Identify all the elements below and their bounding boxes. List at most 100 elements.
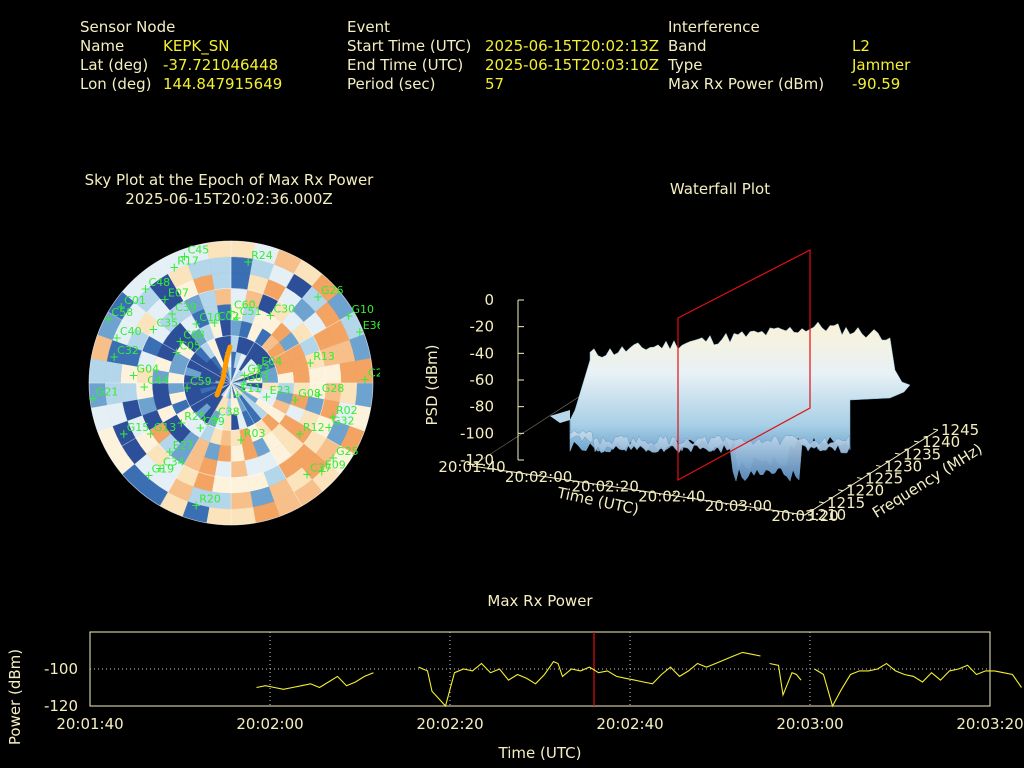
power-y-tick-label: -100 [44,660,78,678]
wf-freq-tick [875,464,882,467]
wf-z-axis-title: PSD (dBm) [423,344,441,425]
satellite-label: C48 [148,276,170,289]
satellite-marker: + [148,323,158,337]
sky-spoke [230,382,303,507]
sky-spoke [230,259,303,384]
satellite-marker: + [155,462,165,476]
satellite-label: C58 [111,306,133,319]
satellite-label: E11 [240,382,261,395]
satellite-marker: + [328,410,338,424]
wf-freq-tick [818,501,825,504]
satellite-label: R02 [336,404,358,417]
satellite-label: G32 [332,415,355,428]
satellite-marker: + [88,392,98,406]
satellite-marker: + [191,498,201,512]
sky-cell [206,507,232,525]
satellite-marker: + [180,249,190,263]
satellite-label: C02 [218,310,240,323]
wf-z-tick-label: -100 [460,424,494,442]
power-x-tick-label: 20:03:20 [956,715,1023,733]
satellite-marker: + [175,334,185,348]
satellite-marker: + [129,368,139,382]
wf-freq-tick-label: 1215 [827,494,865,512]
power-chart: 20:01:40 20:02:00 20:02:20 20:02:40 20:03:00… [6,631,1024,762]
sensor-lat-label: Lat (deg) [80,56,149,74]
sky-cell [230,491,254,510]
wf-freq-tick-label: 1235 [903,445,941,463]
satellite-label: E36 [363,319,380,332]
sky-cell [230,475,251,494]
wf-freq-tick [913,440,920,443]
satellite-marker: + [210,316,220,330]
wf-z-tick-label: -20 [470,318,495,336]
power-series-line [814,662,1022,708]
wf-freq-tick-label: 1240 [922,433,960,451]
satellite-marker: + [167,307,177,321]
wf-z-tick-label: -40 [470,344,495,362]
satellite-marker: + [144,468,154,482]
power-y-tick-label: -120 [44,697,78,715]
satellite-label: C30 [273,303,295,316]
interference-band-value: L2 [852,37,870,55]
sky-cell [230,272,251,291]
power-series-line [418,651,761,708]
satellite-label: E27 [173,439,194,452]
satellite-label: G26 [321,284,344,297]
satellite-marker: + [119,427,129,441]
power-series-line [256,672,374,690]
wf-freq-tick-label: 1230 [884,457,922,475]
satellite-marker: + [328,451,338,465]
satellite-label: E07 [168,286,189,299]
power-chart-title: Max Rx Power [487,592,593,610]
wf-z-tick-label: -80 [470,398,495,416]
sky-cell [89,358,107,384]
satellite-marker: + [324,421,334,435]
sky-plot-subtitle: 2025-06-15T20:02:36.000Z [125,190,333,208]
sky-cell [104,360,123,384]
satellite-label: C40 [120,325,142,338]
satellite-label: R24 [251,249,273,262]
sky-cell [323,363,342,384]
wf-time-tick [538,472,543,477]
satellite-marker: + [290,393,300,407]
satellite-marker: + [355,325,365,339]
satellite-marker: + [140,282,150,296]
sensor-name-label: Name [80,37,125,55]
satellite-marker: + [360,372,370,386]
satellite-marker: + [313,290,323,304]
satellite-label: C60 [234,298,256,311]
satellite-marker: + [195,421,205,435]
satellite-marker: + [262,390,272,404]
wf-freq-tick [837,489,844,492]
satellite-label: E04 [261,355,282,368]
satellite-marker: + [116,300,126,314]
satellite-label: R03 [244,427,266,440]
sensor-lon-value: 144.847915649 [163,75,283,93]
wf-z-tick-label: -120 [460,451,494,469]
satellite-label: C59 [190,375,212,388]
sky-spoke [107,311,232,384]
satellite-marker: + [165,445,175,459]
sky-spoke [159,382,232,507]
sky-spoke [230,382,355,455]
event-heading: Event [347,18,390,36]
power-x-tick-label: 20:02:20 [416,715,483,733]
satellite-marker: + [243,255,253,269]
satellite-marker: + [191,317,201,331]
satellite-marker: + [139,380,149,394]
satellite-marker: + [109,350,119,364]
wf-freq-tick [799,513,806,516]
satellite-label: C05 [179,339,201,352]
wf-freq-tick [932,428,939,431]
wf-surface-skirt [569,419,851,483]
sky-cell [230,507,256,525]
satellite-label: R12 [303,421,325,434]
jammer-trace [214,344,233,398]
sensor-name-value: KEPK_SN [163,37,230,55]
wf-freq-tick [856,477,863,480]
satellite-marker: + [239,377,249,391]
sky-cell [339,360,358,384]
interference-power-label: Max Rx Power (dBm) [668,75,825,93]
interference-band-label: Band [668,37,707,55]
event-period-value: 57 [485,75,505,93]
